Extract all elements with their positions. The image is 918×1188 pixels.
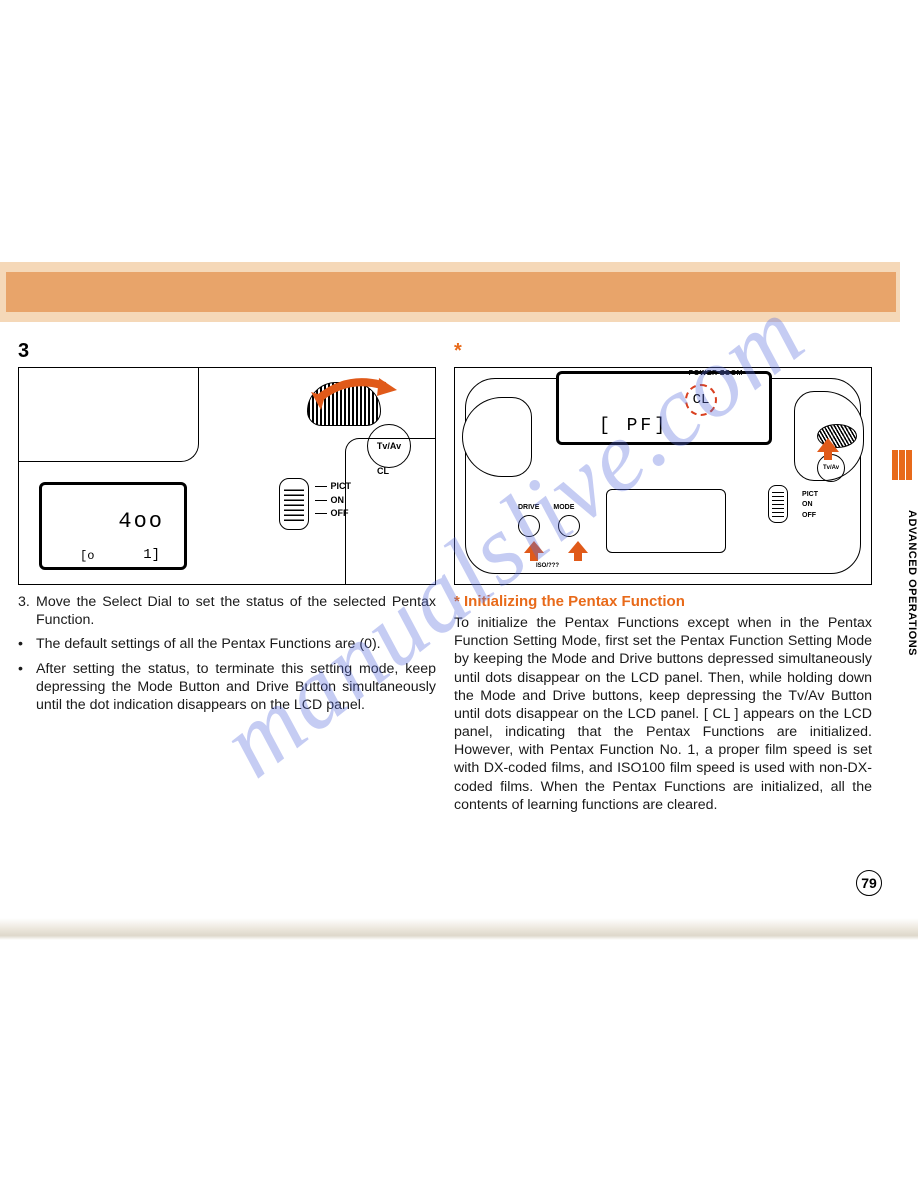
lcd-panel: 4oo [o 1] — [39, 482, 187, 570]
lcd-bracket-right: 1] — [143, 547, 160, 563]
drive-mode-buttons — [518, 515, 580, 537]
top-plate-lcd: POWER ZOOM CL [ PF] — [556, 371, 772, 445]
pf-indicator: [ PF] — [599, 416, 668, 436]
step-text: Move the Select Dial to set the status o… — [36, 593, 436, 629]
page-number: 79 — [856, 870, 882, 896]
bullet-text-2: After setting the status, to terminate t… — [36, 660, 436, 715]
iso-label: ISO/??? — [536, 563, 559, 569]
drive-button — [518, 515, 540, 537]
right-body-text: To initialize the Pentax Functions excep… — [454, 614, 872, 814]
star-symbol: * — [454, 340, 872, 363]
inner-color-band — [6, 272, 896, 312]
mode-arrow-icon — [566, 541, 590, 563]
mode-button — [558, 515, 580, 537]
camera-outline — [19, 368, 199, 462]
drive-label: DRIVE — [518, 504, 539, 511]
rear-lcd — [606, 489, 726, 553]
switch-on-r: ON — [802, 500, 818, 511]
power-zoom-label: POWER ZOOM — [689, 370, 743, 377]
side-tab-stripes-icon — [892, 450, 916, 480]
subheading-star: * — [454, 593, 460, 610]
switch-off-r: OFF — [802, 511, 818, 522]
subheading: * Initializing the Pentax Function — [454, 593, 872, 610]
left-column: 3 Tv/Av CL PICT ON OFF — [18, 340, 436, 900]
lcd-value: 4oo — [118, 509, 164, 534]
mode-switch — [279, 478, 309, 530]
drive-mode-arrows — [522, 541, 590, 563]
switch-labels-r: PICT ON OFF — [802, 490, 818, 522]
switch-on: ON — [330, 494, 344, 508]
side-tab: ADVANCED OPERATIONS — [890, 450, 918, 670]
tvav-label-r: Tv/Av — [823, 465, 839, 471]
section-number: 3 — [18, 340, 436, 363]
drive-arrow-icon — [522, 541, 546, 563]
manual-page: 3 Tv/Av CL PICT ON OFF — [0, 0, 918, 1188]
page-edge-shadow — [0, 918, 918, 940]
content-columns: 3 Tv/Av CL PICT ON OFF — [18, 340, 880, 900]
camera-right-lobe: Tv/Av — [794, 391, 864, 481]
tvav-arrow-icon — [813, 438, 843, 462]
camera-body: Tv/Av POWER ZOOM CL [ PF] DRIVE MODE — [465, 378, 861, 574]
cl-indicator: CL — [685, 384, 717, 416]
drive-mode-labels: DRIVE MODE — [518, 504, 574, 511]
dial-arrow-icon — [307, 372, 397, 407]
lcd-bracket-left: [o — [80, 549, 94, 563]
bullet-dot: • — [18, 660, 36, 715]
bullet-item: • After setting the status, to terminate… — [18, 660, 436, 715]
cl-text: CL — [693, 392, 710, 408]
bullet-item: • The default settings of all the Pentax… — [18, 635, 436, 653]
left-illustration: Tv/Av CL PICT ON OFF 4oo [o 1] — [18, 367, 436, 585]
bullet-dot: • — [18, 635, 36, 653]
side-tab-label: ADVANCED OPERATIONS — [890, 498, 918, 668]
subheading-text: Initializing the Pentax Function — [464, 593, 685, 610]
mode-switch-r — [768, 485, 788, 523]
numbered-step: 3. Move the Select Dial to set the statu… — [18, 593, 436, 629]
right-column: * Tv/Av POWER ZOOM CL — [454, 340, 872, 900]
step-number-label: 3. — [18, 593, 36, 629]
bullet-text-1: The default settings of all the Pentax F… — [36, 635, 381, 653]
camera-left-lobe — [462, 397, 532, 477]
mode-label: MODE — [553, 504, 574, 511]
camera-grip-outline — [345, 438, 435, 585]
switch-pict-r: PICT — [802, 490, 818, 501]
right-illustration: Tv/Av POWER ZOOM CL [ PF] DRIVE MODE — [454, 367, 872, 585]
